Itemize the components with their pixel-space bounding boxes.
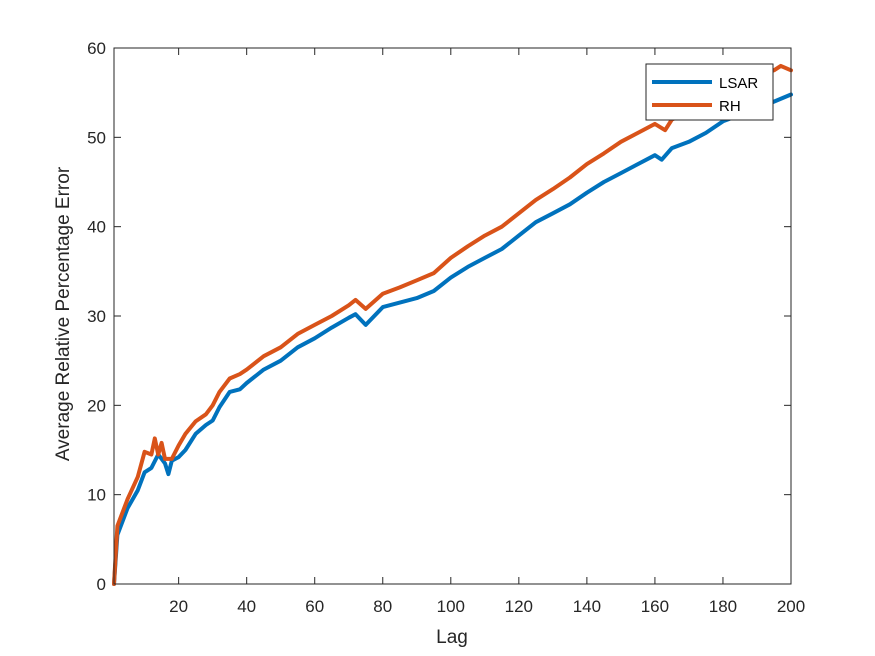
- legend-label-lsar: LSAR: [719, 75, 758, 92]
- x-tick-label: 140: [573, 597, 601, 616]
- x-tick-label: 80: [373, 597, 392, 616]
- series-layer: [112, 63, 793, 586]
- x-tick-label: 200: [777, 597, 805, 616]
- x-tick-label: 20: [169, 597, 188, 616]
- legend-box: [645, 63, 774, 121]
- y-tick-label: 10: [87, 486, 106, 505]
- y-tick-label: 0: [97, 575, 106, 594]
- x-tick-label: 40: [237, 597, 256, 616]
- y-tick-label: 50: [87, 128, 106, 147]
- y-tick-label: 30: [87, 307, 106, 326]
- series-line-lsar: [112, 92, 793, 586]
- y-tick-label: 40: [87, 218, 106, 237]
- legend: LSAR RH: [645, 63, 774, 121]
- legend-label-rh: RH: [719, 98, 741, 115]
- ticks-layer: 20 40 60 80 100 120 140 160 180 200 0 10 20 30 40 50 60: [87, 39, 805, 616]
- x-tick-label: 160: [641, 597, 669, 616]
- x-tick-label: 60: [305, 597, 324, 616]
- y-axis-title: Average Relative Percentage Error: [53, 166, 74, 461]
- x-tick-label: 100: [437, 597, 465, 616]
- y-tick-label: 60: [87, 39, 106, 58]
- x-tick-label: 120: [505, 597, 533, 616]
- series-line-rh: [112, 63, 793, 586]
- y-tick-label: 20: [87, 396, 106, 415]
- x-axis-title: Lag: [436, 627, 468, 648]
- x-tick-label: 180: [709, 597, 737, 616]
